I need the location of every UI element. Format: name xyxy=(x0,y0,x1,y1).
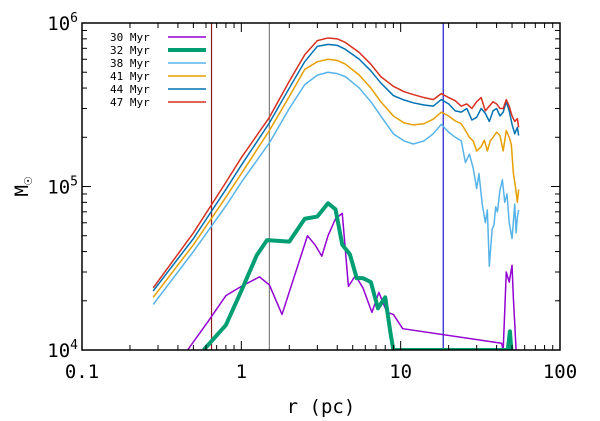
y-axis-label: M☉ xyxy=(11,177,36,197)
legend-label: 30 Myr xyxy=(110,31,150,44)
series-line-47-myr xyxy=(152,37,520,289)
y-tick-label: 106 xyxy=(47,11,78,35)
x-tick-label: 100 xyxy=(543,361,577,383)
axis-ticks: 0.1 1 10 100 104 105 106 xyxy=(47,11,577,383)
plot-frame xyxy=(81,22,561,351)
sun-symbol: ☉ xyxy=(20,177,36,185)
series-line-44-myr xyxy=(152,43,520,292)
legend-label: 44 Myr xyxy=(110,83,150,96)
series-layer xyxy=(152,37,520,350)
series-line-41-myr xyxy=(152,58,520,298)
x-tick-label: 1 xyxy=(236,361,247,383)
legend-label: 47 Myr xyxy=(110,96,150,109)
x-tick-label: 10 xyxy=(389,361,412,383)
y-axis-label-text: M xyxy=(11,185,33,196)
legend-label: 32 Myr xyxy=(110,44,150,57)
y-tick-label: 105 xyxy=(47,175,78,199)
series-line-32-myr xyxy=(202,201,514,350)
legend-label: 41 Myr xyxy=(110,70,150,83)
x-tick-label: 0.1 xyxy=(65,361,99,383)
series-line-38-myr xyxy=(152,71,520,305)
legend-label: 38 Myr xyxy=(110,57,150,70)
reference-lines xyxy=(210,23,444,350)
x-axis-label: r (pc) xyxy=(287,396,356,418)
series-line-30-myr xyxy=(186,212,517,350)
y-tick-label: 104 xyxy=(47,338,78,362)
